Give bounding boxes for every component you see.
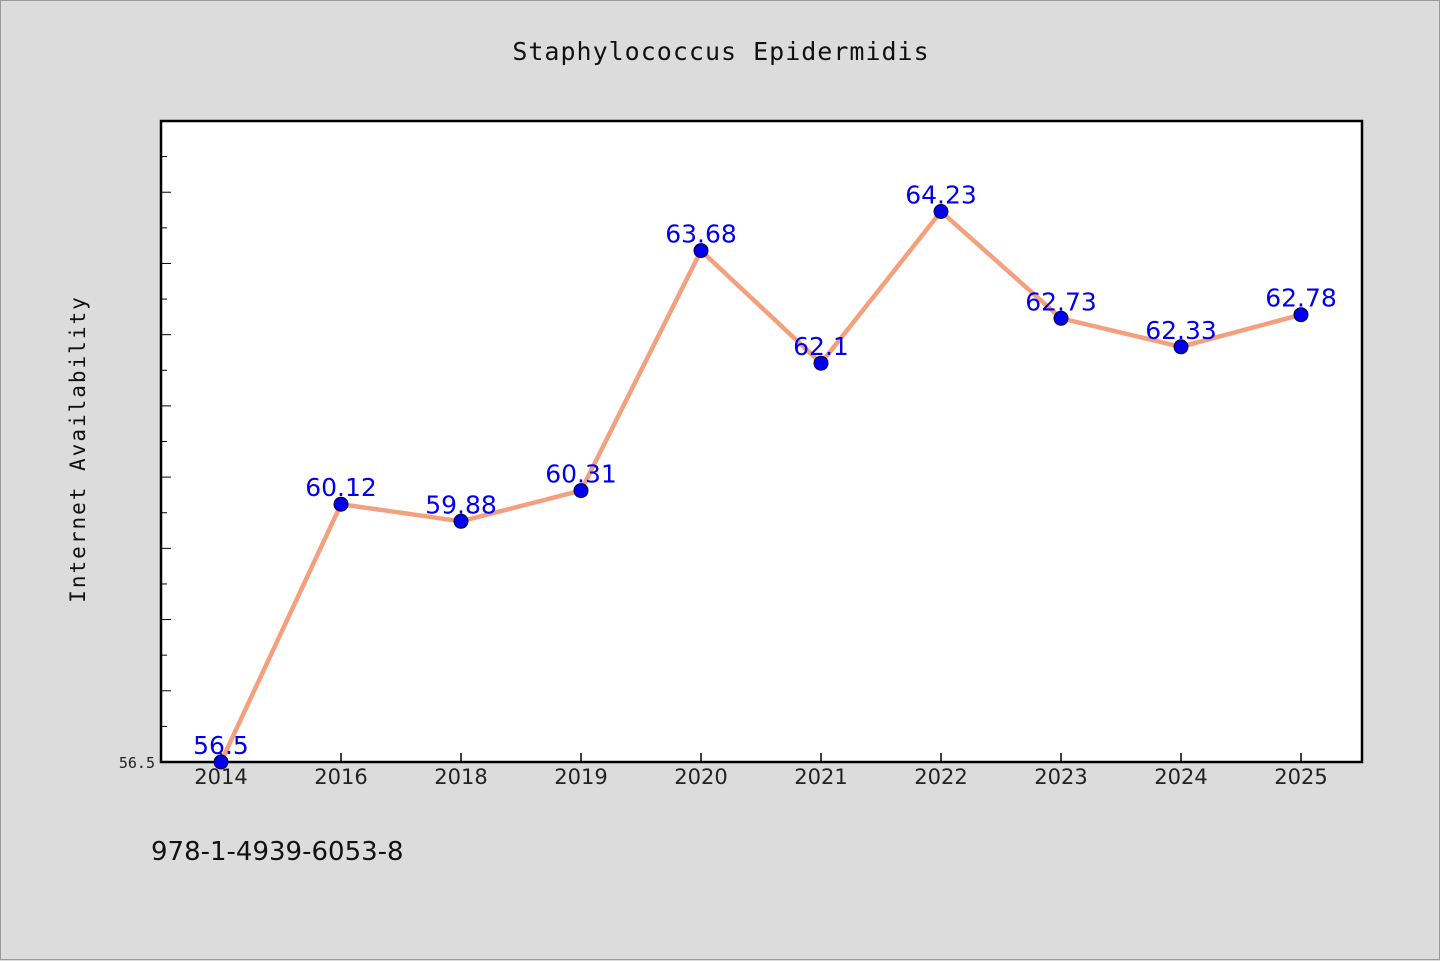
data-labels: 56.5 60.12 59.88 60.31 63.68 62.1 64.23 62.73 62… (193, 181, 1337, 761)
data-label: 62.78 (1265, 284, 1337, 313)
data-label: 56.5 (193, 731, 249, 760)
data-point (333, 496, 349, 512)
data-point (1053, 310, 1069, 326)
data-point (933, 204, 949, 219)
data-label: 62.1 (793, 332, 849, 361)
series-markers (213, 204, 1309, 770)
x-tick-label: 2016 (314, 765, 367, 789)
data-point (573, 483, 589, 499)
data-label: 59.88 (425, 490, 497, 519)
data-point (813, 355, 829, 371)
data-label: 60.31 (545, 460, 617, 489)
data-label: 62.33 (1145, 316, 1217, 345)
data-point (453, 513, 469, 529)
data-point (1293, 307, 1309, 323)
x-tick-label: 2020 (674, 765, 727, 789)
x-tick-label: 2023 (1034, 765, 1087, 789)
data-point (693, 243, 709, 259)
chart-title: Staphylococcus Epidermidis (512, 37, 930, 66)
x-tick-label: 2019 (554, 765, 607, 789)
data-point (1173, 339, 1189, 355)
data-label: 60.12 (305, 473, 377, 502)
x-tick-label: 2024 (1154, 765, 1207, 789)
data-point (213, 754, 229, 770)
series-line (218, 209, 1304, 765)
y-minor-ticks (161, 120, 171, 763)
x-tick-label: 2022 (914, 765, 967, 789)
data-label: 63.68 (665, 220, 737, 249)
x-tick-label: 2021 (794, 765, 847, 789)
plot-area (159, 119, 1364, 764)
y-tick-label: 56.5 (119, 754, 155, 772)
y-tick-labels: 56.5 (119, 754, 155, 772)
data-label: 62.73 (1025, 287, 1097, 316)
x-tick-label: 2018 (434, 765, 487, 789)
data-label: 64.23 (905, 181, 977, 210)
footer-code: 978-1-4939-6053-8 (151, 837, 404, 867)
series-lines (218, 209, 1304, 765)
x-tick-label: 2025 (1274, 765, 1327, 789)
x-tick-labels: 2014 2016 2018 2019 2020 2021 2022 2023 2024 2025 (194, 765, 1327, 789)
